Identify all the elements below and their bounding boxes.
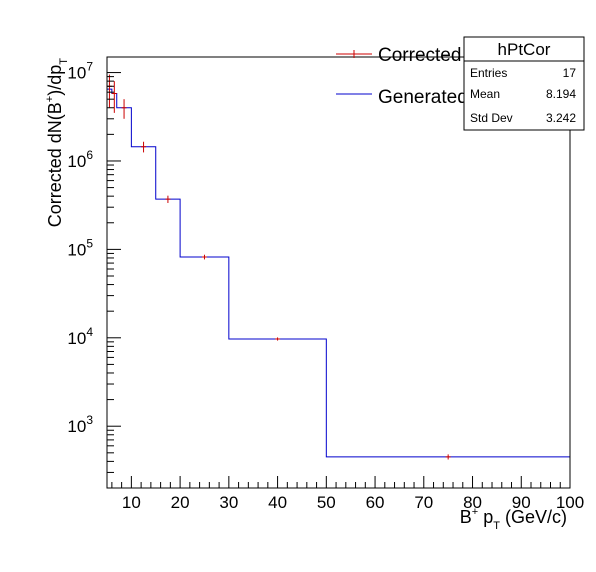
x-tick-label: 10 [122, 493, 141, 512]
corrected-point [121, 99, 127, 119]
y-tick-label: 107 [67, 60, 93, 83]
y-axis-title-sup: + [44, 96, 56, 102]
stats-stddev-value: 3.242 [546, 111, 576, 125]
axes: 10 20 30 40 50 60 70 80 90 100 103 104 105 106 107 [67, 60, 584, 512]
y-axis-title-main: Corrected dN(B [45, 102, 65, 227]
stats-entries-value: 17 [563, 66, 577, 80]
y-tick-label: 106 [67, 148, 93, 171]
corrected-point [201, 254, 207, 260]
x-axis-title-tail: (GeV/c) [500, 507, 567, 527]
x-tick-label: 50 [317, 493, 336, 512]
x-axis-title-main: B [460, 507, 472, 527]
x-tick-label: 80 [463, 493, 482, 512]
x-axis-title: B+ pT (GeV/c) [460, 506, 567, 532]
y-tick-label: 105 [67, 236, 93, 259]
x-tick-label: 70 [414, 493, 433, 512]
stats-stddev-label: Std Dev [470, 111, 513, 125]
x-tick-label: 100 [556, 493, 584, 512]
y-axis-title-mid: )/dp [45, 65, 65, 96]
y-tick-label: 104 [67, 325, 93, 348]
y-axis-title-sub: T [58, 58, 70, 65]
x-tick-label: 20 [171, 493, 190, 512]
x-tick-label: 60 [366, 493, 385, 512]
stats-mean-value: 8.194 [546, 87, 576, 101]
legend: Corrected Generated [336, 45, 468, 108]
corrected-point [445, 454, 451, 460]
y-tick-label: 103 [67, 413, 93, 436]
x-tick-label: 90 [512, 493, 531, 512]
x-axis-title-sub: T [493, 520, 500, 532]
stats-entries-label: Entries [470, 66, 507, 80]
x-tick-label: 30 [219, 493, 238, 512]
legend-generated-label: Generated [378, 87, 468, 108]
y-axis-title: Corrected dN(B+)/dpT [44, 58, 70, 228]
legend-corrected-label: Corrected [378, 45, 461, 66]
plot-frame [106, 56, 571, 489]
corrected-point [111, 81, 117, 113]
corrected-point [141, 141, 147, 153]
corrected-point [165, 195, 171, 203]
x-axis-title-sup: + [472, 506, 478, 518]
corrected-point [275, 337, 281, 341]
stats-box-title: hPtCor [498, 40, 551, 59]
x-tick-label: 40 [268, 493, 287, 512]
stats-mean-label: Mean [470, 87, 500, 101]
stats-box-frame [463, 36, 585, 131]
stats-box: hPtCor Entries 17 Mean 8.194 Std Dev 3.2… [463, 36, 585, 131]
x-axis-title-mid: p [478, 507, 493, 527]
